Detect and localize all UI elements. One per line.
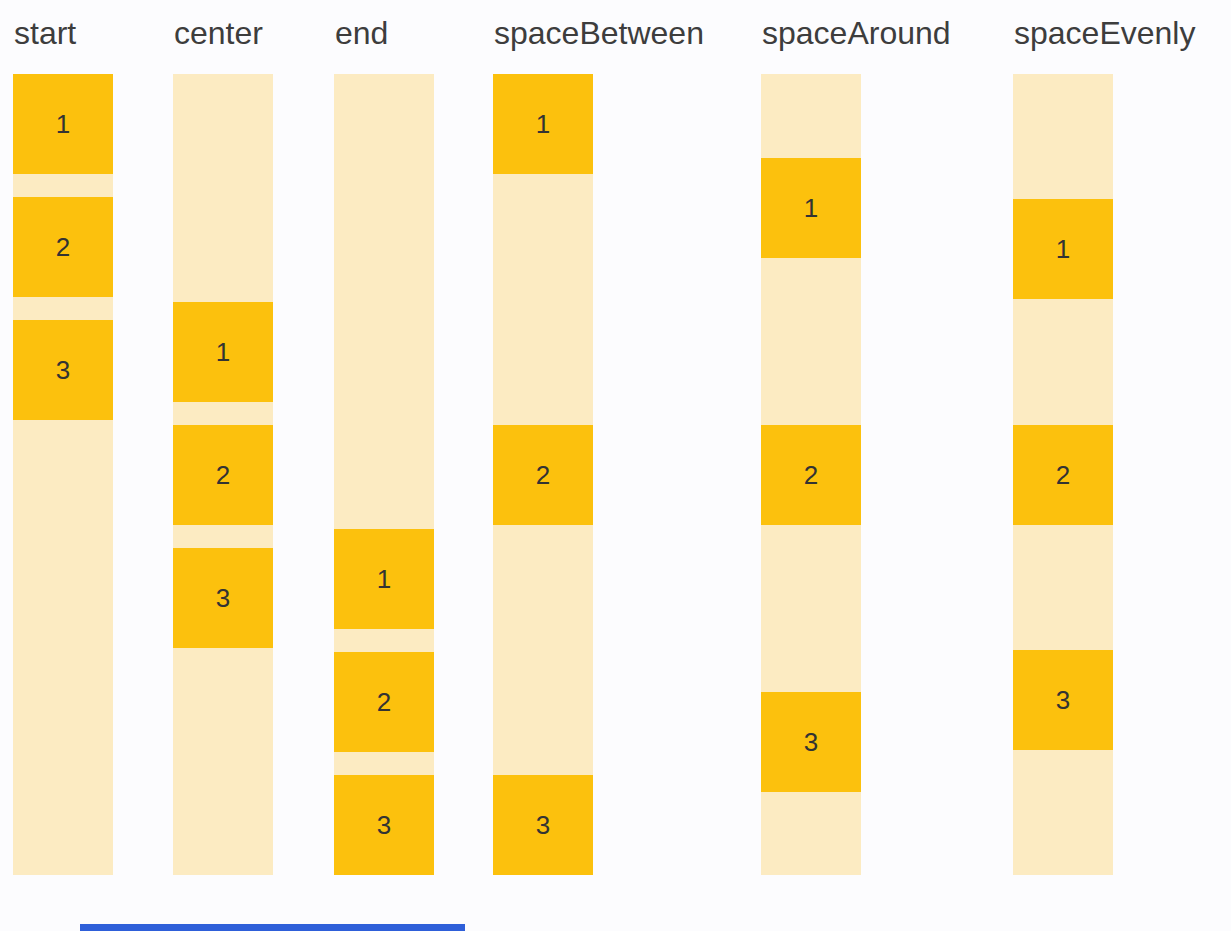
flex-item-box: 2: [493, 425, 593, 525]
flex-item-box: 3: [493, 775, 593, 875]
flex-item-box: 2: [13, 197, 113, 297]
column-label-space-between: spaceBetween: [494, 14, 704, 52]
alignment-track-center: 1 2 3: [173, 74, 273, 875]
box-number: 2: [216, 462, 230, 488]
box-number: 2: [56, 234, 70, 260]
box-number: 3: [377, 812, 391, 838]
bottom-blue-bar: [80, 924, 465, 931]
box-number: 3: [804, 729, 818, 755]
alignment-track-end: 1 2 3: [334, 74, 434, 875]
flex-item-box: 3: [334, 775, 434, 875]
flex-item-box: 1: [1013, 199, 1113, 299]
column-label-space-around: spaceAround: [762, 14, 951, 52]
box-number: 2: [1056, 462, 1070, 488]
box-number: 1: [804, 195, 818, 221]
flex-item-box: 1: [334, 529, 434, 629]
flex-item-box: 2: [761, 425, 861, 525]
box-number: 1: [56, 111, 70, 137]
column-label-space-evenly: spaceEvenly: [1014, 14, 1195, 52]
alignment-track-start: 1 2 3: [13, 74, 113, 875]
box-number: 1: [1056, 236, 1070, 262]
flex-item-box: 1: [173, 302, 273, 402]
alignment-track-space-evenly: 1 2 3: [1013, 74, 1113, 875]
box-number: 2: [377, 689, 391, 715]
flex-item-box: 2: [334, 652, 434, 752]
box-number: 2: [536, 462, 550, 488]
box-number: 3: [1056, 687, 1070, 713]
flex-item-box: 1: [13, 74, 113, 174]
flex-item-box: 2: [173, 425, 273, 525]
box-number: 2: [804, 462, 818, 488]
flex-item-box: 3: [13, 320, 113, 420]
flex-item-box: 1: [761, 158, 861, 258]
flex-item-box: 3: [1013, 650, 1113, 750]
box-number: 3: [56, 357, 70, 383]
alignment-track-space-around: 1 2 3: [761, 74, 861, 875]
flex-item-box: 2: [1013, 425, 1113, 525]
column-label-center: center: [174, 14, 263, 52]
box-number: 3: [536, 812, 550, 838]
box-number: 1: [536, 111, 550, 137]
flex-item-box: 3: [173, 548, 273, 648]
flex-item-box: 3: [761, 692, 861, 792]
box-number: 1: [216, 339, 230, 365]
column-label-end: end: [335, 14, 388, 52]
alignment-demo-page: start 1 2 3 center 1 2 3 end 1 2 3 space…: [0, 0, 1231, 931]
column-label-start: start: [14, 14, 76, 52]
box-number: 1: [377, 566, 391, 592]
box-number: 3: [216, 585, 230, 611]
flex-item-box: 1: [493, 74, 593, 174]
alignment-track-space-between: 1 2 3: [493, 74, 593, 875]
